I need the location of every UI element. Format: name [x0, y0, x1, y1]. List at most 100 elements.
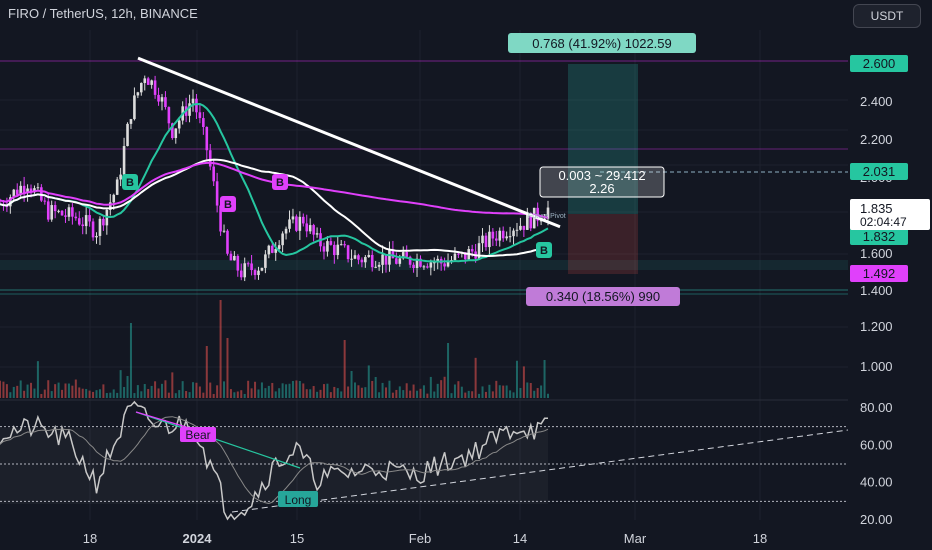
signal-marker [536, 242, 552, 258]
candle-body [536, 207, 539, 221]
candle-body [88, 215, 91, 222]
candle-body [463, 252, 467, 260]
price-axis-tick: 1.200 [860, 319, 893, 334]
candle-body [153, 80, 157, 95]
volume-bar [67, 383, 70, 398]
volume-bar [536, 388, 539, 398]
candle-body [102, 218, 105, 226]
candle-body [133, 95, 136, 120]
time-axis-tick: 15 [290, 531, 304, 546]
rsi-line [0, 400, 548, 521]
level-mid-label-box [850, 163, 908, 180]
volume-bar [5, 384, 8, 398]
volume-bar [192, 382, 195, 398]
volume-bar [150, 385, 153, 398]
candle-body [53, 205, 57, 212]
candle-body [212, 166, 215, 182]
volume-bar [233, 392, 236, 398]
volume-bar [64, 383, 67, 398]
volume-bar [357, 385, 360, 398]
signal-marker-label: B [224, 199, 232, 211]
trendline[interactable] [137, 56, 561, 229]
volume-bar [371, 380, 374, 398]
volume-bar [326, 383, 329, 398]
currency-button[interactable]: USDT [853, 4, 921, 28]
candle-body [43, 200, 47, 202]
candle-body [195, 98, 198, 113]
volume-bar [512, 392, 515, 398]
candle-body [532, 207, 536, 229]
volume-bar [519, 387, 522, 398]
volume-bar [385, 387, 388, 398]
candle-body [343, 244, 346, 246]
signal-marker-label: B [276, 177, 284, 189]
candle-body [157, 94, 160, 102]
volume-bar [209, 382, 212, 398]
current-price: 1.835 [860, 201, 893, 216]
signal-marker [220, 196, 236, 212]
target-box-text: 0.768 (41.92%) 1022.59 [532, 36, 672, 51]
volume-bar [0, 380, 1, 398]
candle-body [22, 185, 26, 193]
volume-bars [0, 300, 549, 398]
candle-body [295, 216, 298, 231]
candle-body [174, 128, 178, 139]
candle-body [198, 112, 202, 119]
time-axis-tick: Feb [409, 531, 431, 546]
long-position-tool[interactable] [568, 64, 638, 274]
candle-body [353, 255, 357, 259]
candle-body [408, 256, 412, 265]
candle-body [405, 252, 408, 257]
rsi-pane: Bear Long [0, 399, 849, 521]
time-axis-tick: Mar [624, 531, 647, 546]
price-axis-tick: 1.000 [860, 359, 893, 374]
volume-bar [54, 384, 57, 398]
ma-white-line [0, 158, 549, 257]
long-support-line [231, 429, 849, 513]
volume-bar [467, 390, 470, 398]
candle-body [484, 235, 488, 248]
candle-body [546, 207, 550, 219]
volume-bar [388, 380, 391, 398]
volume-bar [278, 388, 281, 398]
candle-body [398, 258, 402, 264]
candle-body [298, 216, 302, 231]
candle-body [77, 218, 81, 225]
volume-bar [85, 388, 88, 398]
volume-bar [202, 392, 205, 398]
candle-body [15, 189, 19, 195]
volume-bar [350, 370, 353, 398]
volume-bar [509, 390, 512, 398]
candle-body [229, 253, 233, 261]
candle-body [443, 263, 446, 267]
profit-zone [568, 64, 638, 214]
volume-bar [347, 386, 350, 398]
rsi-axis-tick: 60.00 [860, 437, 893, 452]
volume-bar [264, 388, 267, 398]
volume-bar [98, 389, 101, 398]
candle-body [205, 126, 209, 151]
candle-body [236, 255, 240, 271]
candle-body [112, 194, 116, 203]
candle-body [188, 103, 191, 116]
candle-body [426, 266, 429, 268]
candle-body [95, 235, 98, 238]
candle-body [246, 263, 250, 265]
volume-bar [416, 390, 419, 398]
volume-bar [129, 323, 132, 398]
volume-bar [478, 393, 481, 398]
target-high-label-box [850, 55, 908, 72]
candle-body [415, 258, 419, 269]
volume-bar [422, 385, 425, 398]
signal-marker [122, 174, 138, 190]
candle-body [374, 266, 377, 268]
volume-bar [302, 383, 305, 398]
volume-bar [12, 386, 15, 398]
candle-body [453, 253, 457, 261]
volume-bar [160, 383, 163, 398]
candle-body [322, 246, 326, 252]
volume-bar [30, 382, 33, 398]
candle-body [395, 258, 398, 264]
volume-bar [533, 390, 536, 398]
